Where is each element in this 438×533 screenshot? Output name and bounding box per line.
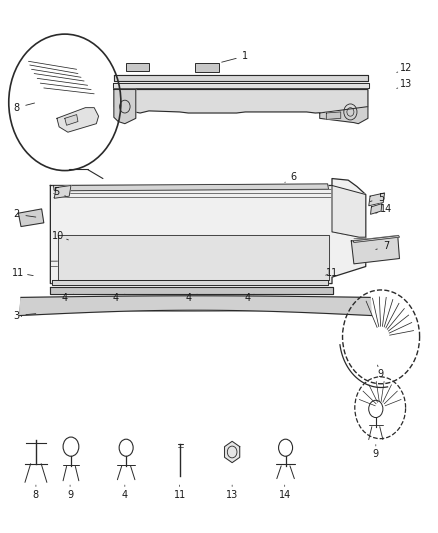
Polygon shape: [113, 83, 369, 88]
Polygon shape: [332, 185, 366, 237]
Text: 10: 10: [52, 231, 64, 240]
Polygon shape: [114, 90, 136, 124]
Text: 14: 14: [279, 490, 291, 499]
Text: 3: 3: [14, 311, 20, 320]
Polygon shape: [351, 236, 399, 264]
Text: 4: 4: [185, 294, 191, 303]
Text: 11: 11: [173, 490, 186, 499]
Text: 5: 5: [53, 187, 59, 197]
Polygon shape: [114, 90, 368, 113]
Polygon shape: [65, 115, 78, 125]
Polygon shape: [57, 108, 99, 132]
Text: 1: 1: [242, 51, 248, 61]
Text: 4: 4: [244, 294, 251, 303]
Polygon shape: [353, 236, 399, 243]
Text: 2: 2: [14, 209, 20, 219]
Polygon shape: [50, 179, 366, 284]
Text: 9: 9: [377, 369, 383, 379]
Text: 8: 8: [33, 490, 39, 499]
Polygon shape: [18, 209, 44, 227]
Polygon shape: [369, 193, 385, 206]
Text: 12: 12: [400, 63, 413, 73]
Polygon shape: [225, 441, 240, 463]
Polygon shape: [50, 287, 333, 294]
Text: 5: 5: [378, 193, 384, 203]
Text: 9: 9: [67, 490, 73, 499]
Text: 11: 11: [12, 268, 25, 278]
Text: 4: 4: [113, 294, 119, 303]
Polygon shape: [320, 107, 368, 124]
Polygon shape: [326, 112, 341, 119]
Bar: [126, 63, 149, 71]
Polygon shape: [114, 75, 368, 81]
Text: 6: 6: [290, 172, 297, 182]
Text: 9: 9: [373, 449, 379, 459]
Text: 13: 13: [400, 79, 413, 89]
Text: 14: 14: [380, 204, 392, 214]
Polygon shape: [58, 235, 328, 280]
Polygon shape: [20, 296, 371, 316]
Text: 4: 4: [62, 294, 68, 303]
Polygon shape: [54, 185, 71, 198]
Text: 4: 4: [122, 490, 128, 499]
Bar: [195, 63, 219, 72]
Polygon shape: [371, 204, 382, 214]
Text: 8: 8: [14, 103, 20, 112]
Text: 13: 13: [226, 490, 238, 499]
Polygon shape: [53, 184, 328, 191]
Text: 11: 11: [326, 268, 338, 278]
Text: 7: 7: [383, 241, 389, 251]
Polygon shape: [52, 280, 328, 285]
